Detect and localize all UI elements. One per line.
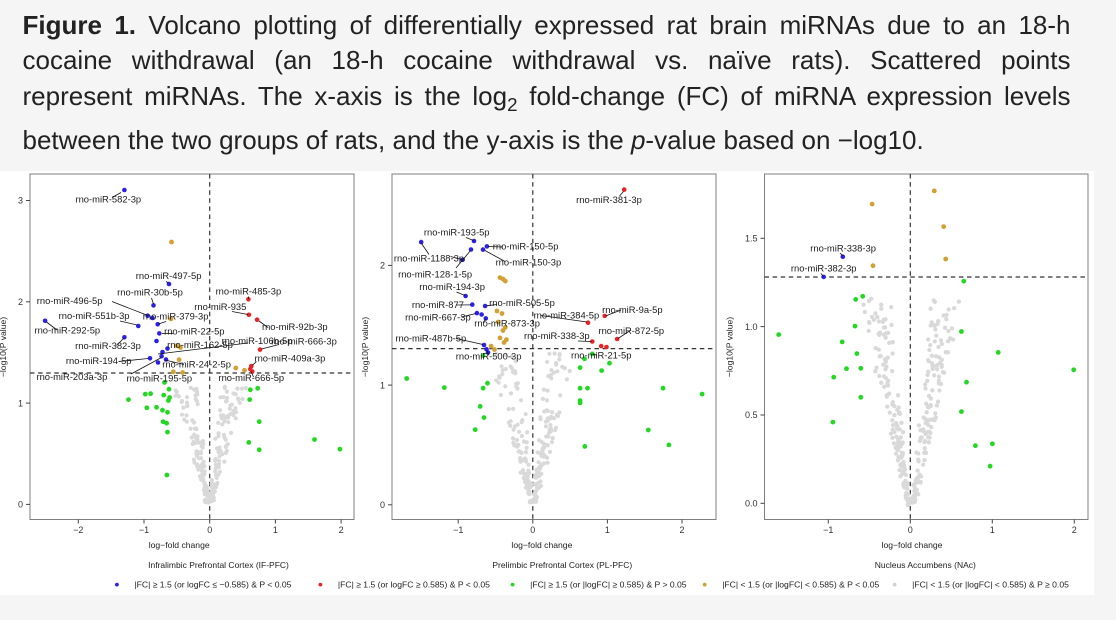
svg-text:rno-miR-505-5p: rno-miR-505-5p <box>489 297 555 308</box>
svg-text:Prelimbic Prefrontal Cortex (P: Prelimbic Prefrontal Cortex (PL-PFC) <box>492 560 632 570</box>
svg-text:rno-miR-872-5p: rno-miR-872-5p <box>598 325 664 336</box>
svg-text:0: 0 <box>207 525 212 535</box>
svg-text:|FC| < 1.5 (or |logFC| < 0.585: |FC| < 1.5 (or |logFC| < 0.585) & P ≥ 0.… <box>912 580 1069 590</box>
svg-text:0: 0 <box>530 525 535 535</box>
svg-text:rno-miR-1188-3p: rno-miR-1188-3p <box>394 252 464 263</box>
svg-text:1.0: 1.0 <box>745 322 758 332</box>
svg-text:3: 3 <box>18 196 23 206</box>
svg-text:rno-miR-106b-5p: rno-miR-106b-5p <box>222 335 293 346</box>
svg-text:rno-miR-24-2-5p: rno-miR-24-2-5p <box>162 359 231 370</box>
svg-text:|FC| ≥ 1.5 (or |logFC| ≥ 0.585: |FC| ≥ 1.5 (or |logFC| ≥ 0.585) & P > 0.… <box>530 580 687 590</box>
svg-text:rno-miR-30b-5p: rno-miR-30b-5p <box>117 287 183 298</box>
svg-text:1.5: 1.5 <box>745 234 758 244</box>
svg-text:2: 2 <box>18 297 23 307</box>
svg-text:rno-miR-496-5p: rno-miR-496-5p <box>37 295 103 306</box>
svg-text:2: 2 <box>339 525 344 535</box>
svg-text:rno-miR-666-3p: rno-miR-666-3p <box>271 336 337 347</box>
svg-text:−log10(P value): −log10(P value) <box>360 317 370 377</box>
svg-text:rno-miR-22-5p: rno-miR-22-5p <box>164 325 224 336</box>
svg-text:2: 2 <box>1072 525 1077 535</box>
svg-text:rno-miR-128-1-5p: rno-miR-128-1-5p <box>398 268 472 279</box>
svg-text:rno-miR-381-3p: rno-miR-381-3p <box>576 194 642 205</box>
svg-text:rno-miR-195-5p: rno-miR-195-5p <box>126 373 192 384</box>
svg-text:rno-miR-194-3p: rno-miR-194-3p <box>419 281 485 292</box>
svg-text:−log10(P value): −log10(P value) <box>725 317 735 377</box>
svg-text:rno-miR-485-3p: rno-miR-485-3p <box>216 286 282 297</box>
svg-text:log−fold change: log−fold change <box>511 540 572 550</box>
svg-text:rno-miR-194-5p: rno-miR-194-5p <box>66 355 132 366</box>
svg-text:rno-miR-203a-3p: rno-miR-203a-3p <box>36 371 107 382</box>
svg-text:rno-miR-193-5p: rno-miR-193-5p <box>424 227 490 238</box>
svg-text:1: 1 <box>605 525 610 535</box>
svg-text:rno-miR-382-3p: rno-miR-382-3p <box>75 340 141 351</box>
svg-text:0: 0 <box>18 500 23 510</box>
svg-text:0: 0 <box>908 525 913 535</box>
svg-text:1: 1 <box>18 398 23 408</box>
svg-text:rno-miR-666-5p: rno-miR-666-5p <box>218 372 284 383</box>
svg-text:Infralimbic Prefrontal Cortex: Infralimbic Prefrontal Cortex (IF-PFC) <box>148 560 289 570</box>
svg-text:0.5: 0.5 <box>745 410 758 420</box>
svg-text:1: 1 <box>990 525 995 535</box>
svg-text:|FC| ≥ 1.5 (or logFC ≤ −0.585): |FC| ≥ 1.5 (or logFC ≤ −0.585) & P < 0.0… <box>134 580 291 590</box>
svg-text:1: 1 <box>380 380 385 390</box>
svg-text:−2: −2 <box>73 525 83 535</box>
svg-text:rno-miR-873-3p: rno-miR-873-3p <box>474 317 540 328</box>
svg-text:−log10(P value): −log10(P value) <box>0 317 8 377</box>
svg-text:rno-miR-379-3p: rno-miR-379-3p <box>143 310 209 321</box>
svg-text:rno-miR-92b-3p: rno-miR-92b-3p <box>262 321 328 332</box>
svg-text:rno-miR-487b-5p: rno-miR-487b-5p <box>395 333 466 344</box>
svg-text:rno-miR-9a-5p: rno-miR-9a-5p <box>602 304 662 315</box>
svg-text:log−fold change: log−fold change <box>149 540 210 550</box>
svg-text:rno-miR-667-3p: rno-miR-667-3p <box>405 312 471 323</box>
svg-text:rno-miR-551b-3p: rno-miR-551b-3p <box>59 310 130 321</box>
svg-text:rno-miR-382-3p: rno-miR-382-3p <box>791 262 857 273</box>
svg-text:2: 2 <box>679 525 684 535</box>
svg-text:rno-miR-338-3p: rno-miR-338-3p <box>524 330 590 341</box>
svg-text:rno-miR-21-5p: rno-miR-21-5p <box>571 349 631 360</box>
svg-text:rno-miR-384-5p: rno-miR-384-5p <box>534 310 600 321</box>
svg-text:Nucleus Accumbens (NAc): Nucleus Accumbens (NAc) <box>875 560 976 570</box>
svg-text:|FC| ≥ 1.5 (or logFC ≥ 0.585): |FC| ≥ 1.5 (or logFC ≥ 0.585) & P < 0.05 <box>338 580 490 590</box>
svg-text:rno-miR-292-5p: rno-miR-292-5p <box>34 324 100 335</box>
svg-text:log−fold change: log−fold change <box>882 540 943 550</box>
svg-text:2: 2 <box>380 261 385 271</box>
svg-text:rno-miR-162-5p: rno-miR-162-5p <box>167 339 233 350</box>
svg-text:rno-miR-150-5p: rno-miR-150-5p <box>493 241 559 252</box>
svg-text:rno-miR-409a-3p: rno-miR-409a-3p <box>254 353 325 364</box>
svg-text:rno-miR-497-5p: rno-miR-497-5p <box>136 270 202 281</box>
svg-text:rno-miR-935: rno-miR-935 <box>194 301 246 312</box>
svg-text:|FC| < 1.5 (or |logFC| < 0.585: |FC| < 1.5 (or |logFC| < 0.585) & P < 0.… <box>722 580 879 590</box>
svg-text:rno-miR-338-3p: rno-miR-338-3p <box>810 243 876 254</box>
svg-text:−1: −1 <box>453 525 463 535</box>
svg-text:rno-miR-150-3p: rno-miR-150-3p <box>496 256 562 267</box>
svg-text:0: 0 <box>380 500 385 510</box>
svg-text:rno-miR-500-3p: rno-miR-500-3p <box>456 350 522 361</box>
svg-text:rno-miR-582-3p: rno-miR-582-3p <box>75 193 141 204</box>
svg-text:−1: −1 <box>139 525 149 535</box>
svg-text:0.0: 0.0 <box>745 499 758 509</box>
svg-text:−1: −1 <box>823 525 833 535</box>
svg-text:1: 1 <box>273 525 278 535</box>
svg-text:rno-miR-877: rno-miR-877 <box>412 299 464 310</box>
